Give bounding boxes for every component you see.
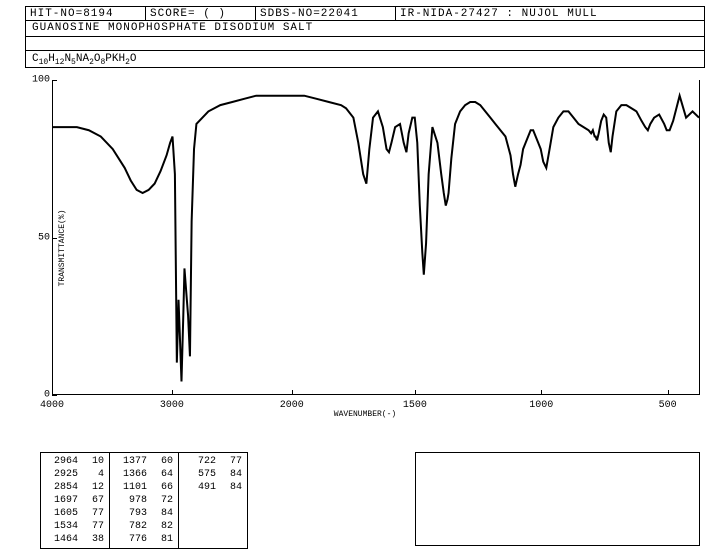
right-empty-box	[415, 452, 700, 546]
peak-row: 29254	[46, 468, 104, 481]
ir-id: IR-NIDA-27427 : NUJOL MULL	[396, 7, 704, 20]
peak-row: 49184	[184, 481, 242, 494]
y-tick: 50	[30, 232, 50, 243]
formula: C10H12N5NA2O8PKH2O	[26, 51, 704, 67]
x-tick: 3000	[160, 400, 184, 411]
y-tick: 0	[30, 390, 50, 401]
spectrum-line	[53, 80, 699, 394]
peak-row: 137760	[115, 455, 173, 468]
x-tick: 2000	[280, 400, 304, 411]
sdbs-no: SDBS-NO=22041	[256, 7, 396, 20]
peak-row: 79384	[115, 507, 173, 520]
compound-name: GUANOSINE MONOPHOSPHATE DISODIUM SALT	[26, 21, 704, 37]
peak-row: 57584	[184, 468, 242, 481]
x-tick: 1500	[403, 400, 427, 411]
hit-no: HIT-NO=8194	[26, 7, 146, 20]
header-row-1: HIT-NO=8194 SCORE= ( ) SDBS-NO=22041 IR-…	[26, 7, 704, 21]
header-spacer	[26, 37, 704, 51]
peaks-column: 2964102925428541216976716057715347714643…	[41, 453, 110, 548]
peak-row: 72277	[184, 455, 242, 468]
peak-row: 136664	[115, 468, 173, 481]
peak-row: 285412	[46, 481, 104, 494]
x-tick: 1000	[529, 400, 553, 411]
x-axis-label: WAVENUMBER(-)	[334, 410, 396, 419]
chart-area: TRANSMITTANCE(%) WAVENUMBER(-) 050100400…	[30, 80, 700, 415]
peak-row: 169767	[46, 494, 104, 507]
score: SCORE= ( )	[146, 7, 256, 20]
peak-row: 110166	[115, 481, 173, 494]
peaks-column: 722775758449184	[179, 453, 247, 548]
x-tick: 500	[659, 400, 677, 411]
peak-row: 146438	[46, 533, 104, 546]
plot-canvas	[52, 80, 700, 395]
y-tick: 100	[30, 75, 50, 86]
peaks-table: 2964102925428541216976716057715347714643…	[40, 452, 248, 549]
peak-row: 77681	[115, 533, 173, 546]
x-tick: 4000	[40, 400, 64, 411]
peak-row: 153477	[46, 520, 104, 533]
peak-row: 97872	[115, 494, 173, 507]
peak-row: 78282	[115, 520, 173, 533]
header: HIT-NO=8194 SCORE= ( ) SDBS-NO=22041 IR-…	[25, 6, 705, 68]
peak-row: 160577	[46, 507, 104, 520]
peaks-column: 13776013666411016697872793847828277681	[110, 453, 179, 548]
peak-row: 296410	[46, 455, 104, 468]
